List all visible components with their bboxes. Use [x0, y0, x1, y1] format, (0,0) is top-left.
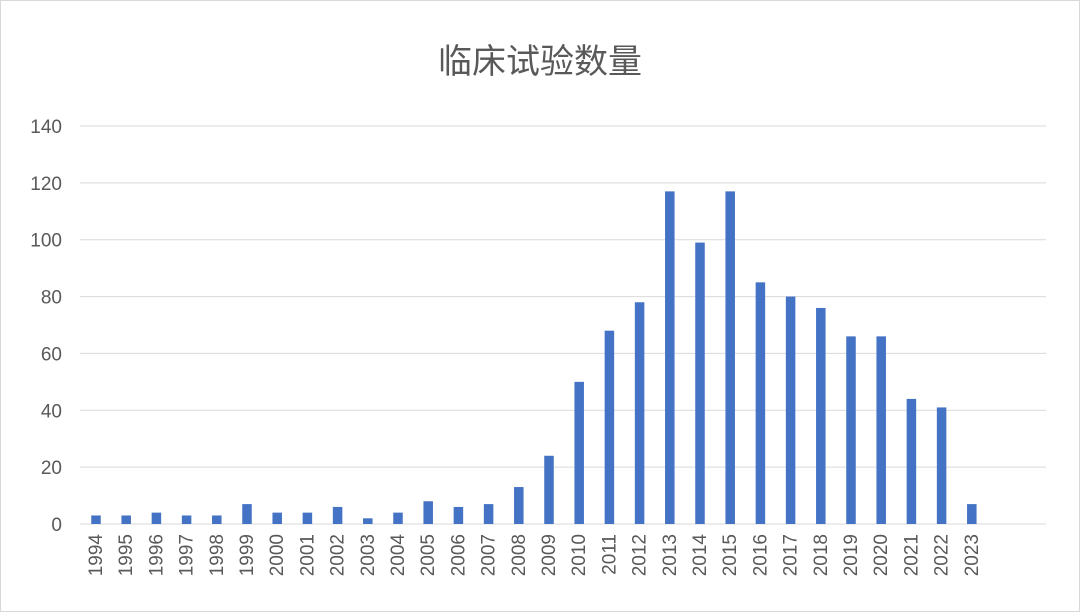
x-tick-label: 2017: [781, 534, 802, 576]
x-tick-label: 1995: [116, 534, 137, 576]
bar-1999: [242, 504, 252, 524]
x-tick-label: 1998: [207, 534, 228, 576]
x-tick-label: 2014: [690, 534, 711, 577]
bar-2000: [272, 512, 282, 524]
x-tick-label: 2002: [328, 534, 349, 576]
bar-2003: [363, 518, 373, 524]
bar-2001: [302, 512, 313, 524]
x-tick-label: 2021: [901, 534, 922, 576]
gridlines: [80, 125, 1046, 525]
x-tick-label: 2022: [932, 534, 953, 576]
x-tick-label: 2018: [811, 534, 832, 576]
x-tick-label: 1994: [86, 534, 107, 577]
x-tick-label: 1997: [177, 534, 198, 576]
x-tick-label: 2001: [297, 534, 318, 576]
bar-2012: [634, 302, 645, 524]
bar-1995: [121, 515, 131, 524]
bar-2021: [906, 398, 917, 524]
x-tick-label: 2007: [479, 534, 500, 576]
bar-1998: [212, 515, 222, 524]
x-tick-label: 2010: [569, 534, 590, 576]
x-tick-label: 2008: [509, 534, 530, 576]
bar-2011: [604, 330, 615, 524]
y-tick-label: 100: [30, 231, 62, 252]
x-tick-label: 2004: [388, 534, 409, 577]
x-tick-label: 2000: [267, 534, 288, 576]
x-tick-label: 2012: [630, 534, 651, 576]
bar-2013: [665, 191, 675, 524]
x-tick-label: 2005: [418, 534, 439, 576]
x-tick-label: 2006: [448, 534, 469, 576]
bar-2009: [544, 455, 554, 524]
bar-2006: [453, 506, 464, 524]
bar-2015: [725, 191, 735, 524]
bar-2023: [967, 504, 977, 524]
bar-2018: [816, 307, 826, 524]
y-tick-label: 120: [30, 174, 62, 195]
y-tick-label: 0: [51, 515, 62, 536]
bar-2014: [695, 242, 705, 525]
y-tick-label: 20: [41, 458, 62, 479]
bars: [91, 191, 977, 525]
bar-2005: [423, 501, 433, 524]
bar-2020: [876, 336, 886, 524]
y-tick-label: 140: [30, 117, 62, 138]
bar-2007: [483, 504, 494, 524]
bar-2019: [846, 336, 856, 524]
x-tick-label: 1996: [146, 534, 167, 576]
bar-2017: [785, 296, 796, 524]
y-tick-label: 80: [41, 288, 62, 309]
x-axis-ticks: 1994 1995 1996 1997 1998 1999 2000 2001 2002 2003…: [86, 534, 983, 577]
bar-2002: [332, 506, 343, 524]
bar-2022: [936, 407, 947, 524]
x-tick-label: 1999: [237, 534, 258, 576]
bar-2010: [574, 381, 584, 524]
x-tick-label: 2013: [660, 534, 681, 576]
x-tick-label: 2019: [841, 534, 862, 576]
bar-2008: [514, 487, 524, 524]
x-tick-label: 2009: [539, 534, 560, 576]
bar-1997: [181, 515, 192, 524]
y-tick-label: 40: [41, 401, 62, 422]
x-tick-label: 2016: [750, 534, 771, 576]
bar-2016: [755, 282, 766, 524]
x-tick-label: 2011: [599, 534, 620, 575]
chart-title: 临床试验数量: [438, 42, 642, 82]
x-tick-label: 2023: [962, 534, 983, 576]
x-tick-label: 2020: [871, 534, 892, 576]
y-tick-label: 60: [41, 344, 62, 365]
y-axis-ticks: 0 20 40 60 80 100 120 140: [30, 117, 62, 536]
x-tick-label: 2015: [720, 534, 741, 576]
bar-1996: [151, 512, 162, 524]
bar-2004: [393, 512, 403, 524]
bar-1994: [91, 515, 101, 524]
x-tick-label: 2003: [358, 534, 379, 576]
